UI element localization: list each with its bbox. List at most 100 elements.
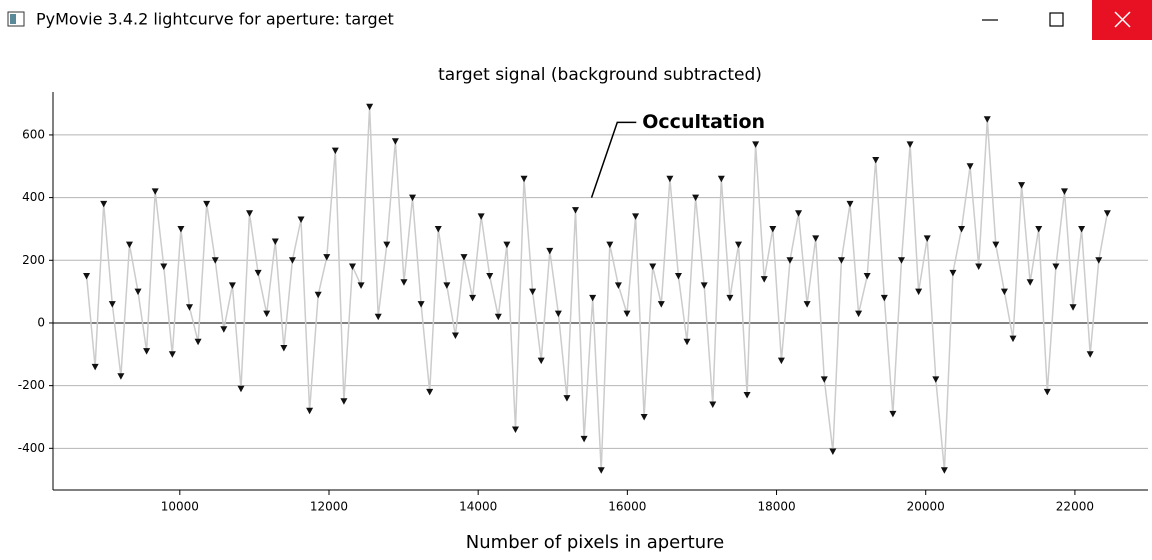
data-marker — [726, 294, 734, 302]
data-marker — [563, 395, 571, 402]
series-line — [85, 106, 1109, 471]
y-tick-label: 200 — [22, 253, 45, 267]
data-marker — [400, 279, 408, 286]
data-marker — [220, 326, 228, 333]
data-marker — [700, 282, 708, 289]
data-marker — [734, 241, 742, 249]
data-marker — [494, 313, 502, 321]
data-marker — [297, 216, 305, 224]
x-tick-label: 22000 — [1056, 500, 1094, 514]
data-marker — [1069, 304, 1077, 311]
data-marker — [743, 392, 751, 399]
data-marker — [683, 338, 691, 346]
annotation-line — [590, 121, 637, 198]
data-marker — [357, 282, 365, 289]
x-tick-label: 14000 — [459, 500, 497, 514]
data-marker — [915, 288, 923, 296]
x-tick-label: 10000 — [161, 500, 199, 514]
data-marker — [1000, 288, 1008, 296]
x-axis-label: Number of pixels in aperture — [466, 532, 724, 553]
data-marker — [889, 410, 897, 418]
data-marker — [1009, 335, 1017, 343]
data-marker — [314, 291, 322, 299]
data-marker — [117, 373, 125, 380]
data-marker — [271, 238, 279, 245]
data-marker — [803, 301, 811, 308]
data-marker — [340, 398, 348, 405]
maximize-button[interactable] — [1049, 12, 1064, 27]
data-marker — [1060, 188, 1068, 195]
x-tick-label: 18000 — [757, 500, 795, 514]
data-marker — [237, 385, 245, 393]
y-tick-label: -200 — [18, 378, 45, 392]
data-marker — [795, 210, 803, 217]
data-marker — [460, 254, 468, 261]
data-marker — [717, 175, 725, 183]
data-marker — [194, 338, 202, 346]
data-marker — [186, 304, 194, 311]
data-marker — [1078, 225, 1086, 233]
data-marker — [409, 194, 417, 202]
data-marker — [829, 448, 837, 455]
data-marker — [657, 301, 665, 308]
data-marker — [906, 141, 914, 148]
data-marker — [820, 376, 828, 383]
data-marker — [520, 175, 528, 183]
data-marker — [451, 332, 459, 340]
data-marker — [777, 357, 785, 365]
data-marker — [923, 235, 931, 242]
data-marker — [108, 301, 116, 308]
data-marker — [511, 426, 519, 434]
data-marker — [434, 225, 442, 233]
data-marker — [288, 257, 296, 264]
data-marker — [469, 294, 477, 302]
data-marker — [246, 210, 254, 217]
data-marker — [151, 188, 159, 195]
data-marker — [143, 348, 151, 355]
data-marker — [100, 200, 108, 208]
annotation-text: Occultation — [642, 111, 765, 133]
window-title: PyMovie 3.4.2 lightcurve for aperture: t… — [36, 10, 394, 29]
data-marker — [546, 247, 554, 255]
data-marker — [391, 138, 399, 145]
data-marker — [125, 241, 133, 249]
data-marker — [872, 157, 880, 164]
data-marker — [932, 376, 940, 383]
data-marker — [897, 257, 905, 264]
data-marker — [168, 351, 176, 358]
data-marker — [674, 272, 682, 280]
data-marker — [160, 263, 168, 271]
data-marker — [1018, 182, 1026, 189]
data-marker — [975, 263, 983, 271]
data-marker — [966, 163, 974, 170]
y-tick-label: 600 — [22, 127, 45, 141]
data-marker — [752, 141, 760, 148]
data-marker — [992, 241, 1000, 249]
data-marker — [177, 225, 185, 233]
chart-title: target signal (background subtracted) — [438, 65, 762, 85]
data-marker — [383, 241, 391, 249]
data-marker — [769, 225, 777, 233]
data-marker — [280, 345, 288, 352]
data-marker — [812, 235, 820, 242]
data-marker — [306, 407, 314, 415]
x-tick-label: 20000 — [907, 500, 945, 514]
data-marker — [134, 288, 142, 296]
data-marker — [880, 294, 888, 302]
x-tick-label: 16000 — [608, 500, 646, 514]
app-icon-fill — [10, 14, 16, 24]
data-marker — [958, 225, 966, 233]
data-marker — [580, 435, 588, 443]
data-marker — [537, 357, 545, 365]
data-marker — [211, 257, 219, 264]
y-tick-label: 400 — [22, 190, 45, 204]
data-marker — [228, 282, 236, 289]
data-marker — [1026, 279, 1034, 286]
data-marker — [254, 269, 262, 277]
data-marker — [940, 467, 948, 474]
data-marker — [846, 200, 854, 208]
data-marker — [640, 413, 648, 421]
data-marker — [786, 257, 794, 264]
